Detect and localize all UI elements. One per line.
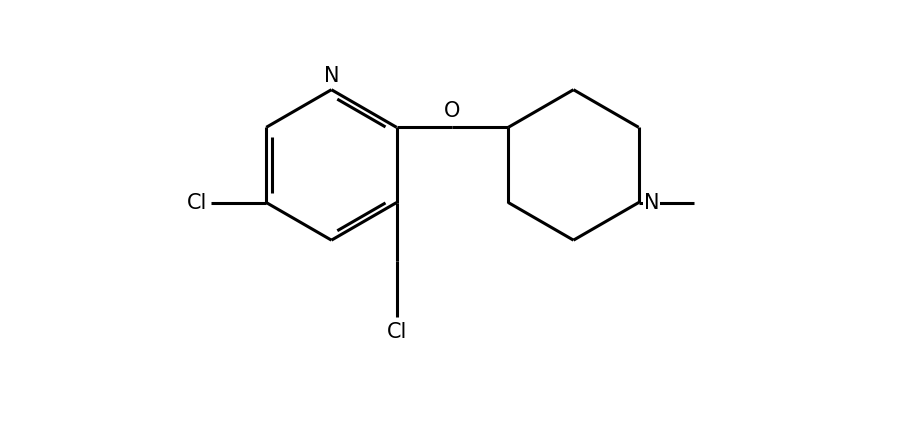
Text: N: N <box>644 193 659 213</box>
Text: O: O <box>444 101 461 121</box>
Text: Cl: Cl <box>386 322 407 342</box>
Text: N: N <box>324 66 339 86</box>
Text: Cl: Cl <box>187 193 207 213</box>
